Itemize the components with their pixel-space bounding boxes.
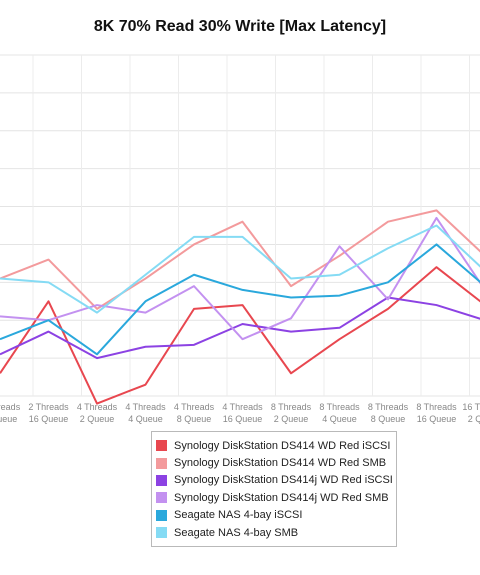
legend-label: Seagate NAS 4-bay iSCSI (174, 509, 303, 522)
legend-item: Seagate NAS 4-bay iSCSI (156, 507, 396, 524)
legend-label: Seagate NAS 4-bay SMB (174, 526, 299, 539)
legend-swatch (156, 509, 167, 521)
chart-title: 8K 70% Read 30% Write [Max Latency] (93, 18, 387, 35)
x-tick-label: 4 Threads 4 Queue (125, 402, 166, 424)
series-line-1 (0, 266, 480, 405)
legend: Synology DiskStation DS414 WD Red iSCSI S… (151, 431, 397, 547)
series-line-5 (0, 243, 480, 356)
legend-item: Synology DiskStation DS414 WD Red SMB (156, 454, 396, 471)
legend-label: Synology DiskStation DS414 WD Red iSCSI (174, 439, 391, 452)
x-tick-label: 4 Threads 8 Queue (174, 402, 215, 424)
legend-item: Synology DiskStation DS414 WD Red iSCSI (156, 437, 396, 454)
x-tick-label: 8 Threads 2 Queue (271, 402, 312, 424)
legend-swatch (156, 492, 167, 504)
legend-swatch (156, 527, 167, 539)
legend-label: Synology DiskStation DS414j WD Red iSCSI (174, 474, 393, 487)
series-lines (0, 209, 480, 405)
x-tick-label: 2 Threads 16 Queue (28, 402, 69, 424)
legend-item: Synology DiskStation DS414j WD Red SMB (156, 489, 396, 506)
legend-item: Synology DiskStation DS414j WD Red iSCSI (156, 472, 396, 489)
legend-swatch (156, 457, 167, 469)
legend-label: Synology DiskStation DS414j WD Red SMB (174, 491, 389, 504)
x-tick-label: 8 Threads 4 Queue (319, 402, 360, 424)
x-tick-label: 4 Threads 16 Queue (222, 402, 263, 424)
legend-swatch (156, 474, 167, 486)
legend-swatch (156, 440, 167, 452)
x-tick-label: 4 Threads 2 Queue (77, 402, 118, 424)
legend-item: Seagate NAS 4-bay SMB (156, 524, 396, 541)
legend-label: Synology DiskStation DS414 WD Red SMB (174, 457, 387, 470)
series-line-6 (0, 224, 480, 314)
series-line-3 (0, 296, 480, 360)
series-line-4 (0, 216, 480, 341)
x-tick-label: 8 Threads 16 Queue (416, 402, 457, 424)
x-tick-label: 8 Threads 8 Queue (368, 402, 409, 424)
series-line-2 (0, 209, 480, 310)
